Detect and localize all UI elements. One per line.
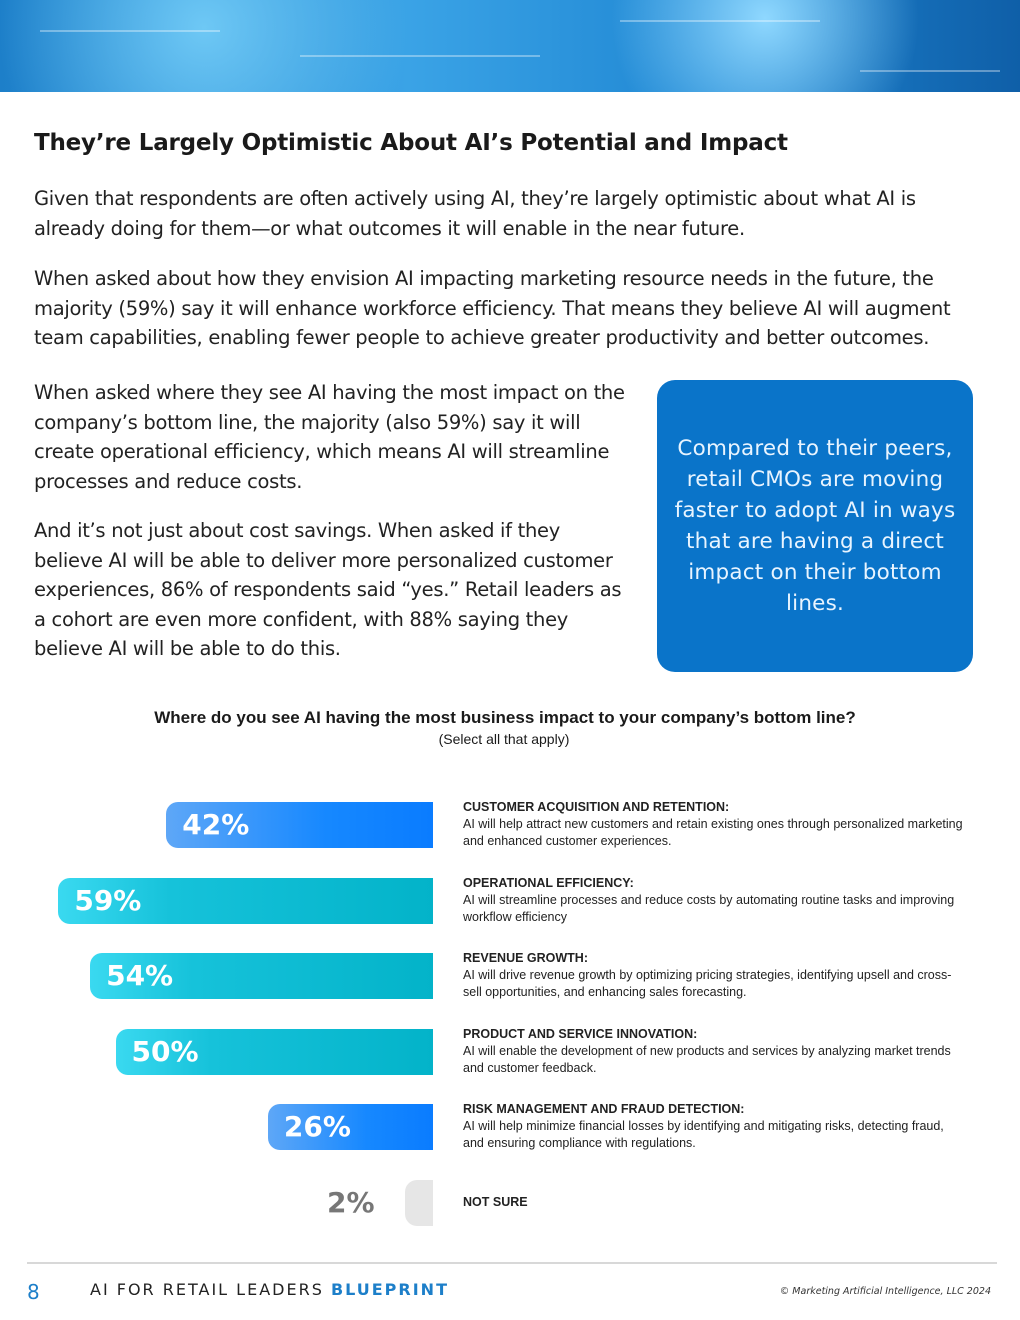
category-label: REVENUE GROWTH: AI will drive revenue gro… — [463, 950, 963, 1001]
bar-value-label: 54% — [106, 959, 174, 992]
category-description: AI will enable the development of new pr… — [463, 1043, 951, 1075]
category-name: OPERATIONAL EFFICIENCY: — [463, 875, 634, 890]
category-description: AI will help attract new customers and r… — [463, 817, 963, 848]
category-description: AI will drive revenue growth by optimizi… — [463, 968, 952, 999]
category-name: PRODUCT AND SERVICE INNOVATION: — [463, 1026, 698, 1041]
bar: 54% — [90, 953, 433, 999]
page-number: 8 — [27, 1280, 40, 1304]
footer-title: AI FOR RETAIL LEADERS BLUEPRINT — [90, 1280, 449, 1299]
bar-value-label: 2% — [327, 1185, 375, 1219]
category-description: AI will help minimize financial losses b… — [463, 1119, 944, 1150]
bar: 59% — [58, 877, 433, 924]
footer-divider — [27, 1262, 997, 1264]
category-label: PRODUCT AND SERVICE INNOVATION: AI will e… — [463, 1026, 963, 1077]
callout-box: Compared to their peers, retail CMOs are… — [657, 380, 973, 672]
paragraph: And it’s not just about cost savings. Wh… — [34, 519, 622, 660]
category-label: NOT SURE — [463, 1194, 963, 1211]
callout-text: Compared to their peers, retail CMOs are… — [674, 436, 956, 616]
chart-subtitle: (Select all that apply) — [438, 731, 570, 747]
bar: 50% — [115, 1028, 433, 1075]
header-banner-image — [0, 0, 1020, 92]
category-name: NOT SURE — [463, 1194, 528, 1209]
category-name: RISK MANAGEMENT AND FRAUD DETECTION: — [463, 1102, 745, 1116]
paragraph: When asked about how they envision AI im… — [34, 267, 951, 349]
category-name: CUSTOMER ACQUISITION AND RETENTION: — [463, 800, 730, 814]
category-label: CUSTOMER ACQUISITION AND RETENTION: AI wi… — [463, 799, 963, 850]
copyright: © Marketing Artificial Intelligence, LLC… — [779, 1286, 991, 1297]
footer-title-bold: BLUEPRINT — [330, 1280, 449, 1299]
bar-value-label: 59% — [74, 883, 142, 917]
chart-title: Where do you see AI having the most busi… — [154, 708, 856, 727]
bar — [405, 1179, 433, 1226]
paragraph: Given that respondents are often activel… — [34, 187, 916, 240]
category-label: OPERATIONAL EFFICIENCY: AI will streamlin… — [463, 875, 963, 926]
category-name: REVENUE GROWTH: — [463, 951, 588, 965]
bar: 42% — [166, 802, 433, 848]
footer-title-text: AI FOR RETAIL LEADERS — [90, 1280, 324, 1299]
section-heading: They’re Largely Optimistic About AI’s Po… — [34, 130, 788, 156]
bar-value-label: 26% — [283, 1110, 351, 1143]
category-description: AI will streamline processes and reduce … — [463, 892, 955, 924]
bar: 26% — [267, 1104, 433, 1150]
bar-value-label: 42% — [182, 808, 250, 841]
paragraph: When asked where they see AI having the … — [34, 381, 625, 493]
bar-value-label: 50% — [131, 1034, 199, 1068]
category-label: RISK MANAGEMENT AND FRAUD DETECTION: AI w… — [463, 1101, 963, 1152]
